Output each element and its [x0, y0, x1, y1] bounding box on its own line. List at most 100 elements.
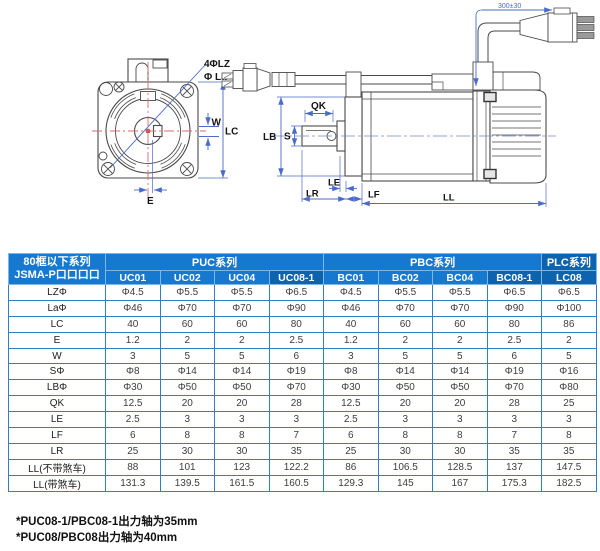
model-header-row: UC01 UC02 UC04 UC08-1 BC01 BC02 BC04 BC0… [9, 270, 597, 285]
row-label: LC [8, 315, 106, 333]
table-cell: 3 [105, 347, 161, 365]
table-row: E 1.2 2 2 2.5 1.2 2 2 2.5 2 [8, 331, 597, 349]
table-cell: 86 [323, 458, 379, 476]
table-cell: Φ50 [159, 379, 215, 397]
table-cell: Φ5.5 [214, 284, 270, 301]
dim-ll-label: LL [443, 193, 455, 204]
label-4phi-lz: 4ΦLZ [204, 59, 230, 70]
table-cell: 80 [268, 315, 325, 333]
row-label: LBΦ [8, 379, 106, 397]
dim-lf-label: LF [368, 190, 380, 201]
table-cell: 5 [159, 347, 215, 365]
row-label: LR [8, 442, 106, 460]
spec-table-body: LZΦ Φ4.5 Φ5.5 Φ5.5 Φ6.5 Φ4.5 Φ5.5 Φ5.5 Φ6.5 Φ6.5 L… [8, 284, 597, 492]
row-label: E [8, 331, 106, 349]
model-uc04: UC04 [214, 270, 270, 285]
table-cell: Φ14 [159, 363, 215, 381]
table-cell: 129.3 [323, 474, 379, 492]
table-cell: 160.5 [268, 474, 325, 492]
table-cell: Φ19 [268, 363, 325, 381]
table-cell: Φ70 [159, 299, 215, 317]
table-cell: 6 [105, 427, 161, 444]
corner-header-line1: 80框以下系列 [23, 256, 91, 268]
table-cell: Φ8 [323, 363, 379, 381]
table-cell: 30 [377, 442, 434, 460]
table-row: LZΦ Φ4.5 Φ5.5 Φ5.5 Φ6.5 Φ4.5 Φ5.5 Φ5.5 Φ6.5 Φ6.5 [8, 284, 597, 301]
table-cell: 1.2 [323, 331, 379, 349]
row-label: LL(带煞车) [8, 474, 106, 492]
footnote-1: *PUC08-1/PBC08-1出力轴为35mm [16, 516, 198, 528]
table-cell: 8 [214, 427, 270, 444]
table-cell: Φ14 [214, 363, 270, 381]
table-cell: 6 [268, 347, 325, 365]
table-row: QK 12.5 20 20 28 12.5 20 20 28 25 [8, 395, 597, 413]
table-cell: 35 [268, 442, 325, 460]
row-label: LZΦ [8, 284, 106, 301]
table-cell: 35 [541, 442, 597, 460]
table-cell: 35 [486, 442, 543, 460]
table-cell: 137 [486, 458, 543, 476]
table-cell: 20 [214, 395, 270, 413]
table-cell: 5 [377, 347, 434, 365]
table-cell: 8 [377, 427, 434, 444]
footnote-2: *PUC08/PBC08出力轴为40mm [16, 531, 178, 544]
table-cell: 2.5 [323, 411, 379, 429]
table-cell: 1.2 [105, 331, 161, 349]
table-cell: Φ14 [377, 363, 434, 381]
table-cell: 128.5 [432, 458, 488, 476]
table-cell: 101 [159, 458, 215, 476]
table-cell: 40 [323, 315, 379, 333]
table-row: LC 40 60 60 80 40 60 60 80 86 [8, 315, 597, 333]
table-cell: Φ50 [432, 379, 488, 397]
dim-cable-label: 300±30 [498, 3, 521, 10]
table-cell: 20 [159, 395, 215, 413]
table-cell: 3 [541, 411, 597, 429]
table-cell: 167 [432, 474, 488, 492]
label-phi-la: Φ La [204, 72, 227, 83]
table-cell: 2 [159, 331, 215, 349]
table-cell: 3 [486, 411, 543, 429]
model-uc01: UC01 [105, 270, 161, 285]
table-cell: Φ8 [105, 363, 161, 381]
table-cell: 123 [214, 458, 270, 476]
table-cell: 30 [159, 442, 215, 460]
table-cell: 2 [432, 331, 488, 349]
table-cell: 3 [323, 347, 379, 365]
table-cell: 2 [377, 331, 434, 349]
table-cell: 12.5 [323, 395, 379, 413]
model-lc08: LC08 [541, 270, 597, 285]
table-cell: 86 [541, 315, 597, 333]
dim-s-label: S [284, 132, 291, 143]
table-cell: 60 [432, 315, 488, 333]
table-cell: 131.3 [105, 474, 161, 492]
table-row: LF 6 8 8 7 6 8 8 7 8 [8, 427, 597, 444]
table-cell: 3 [214, 411, 270, 429]
table-cell: Φ5.5 [377, 284, 434, 301]
leader-line [109, 63, 207, 169]
row-label: QK [8, 395, 106, 413]
table-cell: Φ5.5 [432, 284, 488, 301]
model-uc08-1: UC08-1 [268, 270, 325, 285]
table-cell: 6 [323, 427, 379, 444]
table-cell: Φ6.5 [486, 284, 543, 301]
series-header-row: 80框以下系列 JSMA-P口口口口 PUC系列 PBC系列 PLC系列 [8, 253, 597, 285]
table-cell: 25 [105, 442, 161, 460]
dim-qk-label: QK [311, 101, 327, 112]
table-cell: 40 [105, 315, 161, 333]
table-cell: Φ4.5 [323, 284, 379, 301]
table-cell: 30 [214, 442, 270, 460]
table-cell: Φ46 [105, 299, 161, 317]
table-cell: 2.5 [268, 331, 325, 349]
table-cell: Φ70 [377, 299, 434, 317]
table-cell: Φ70 [432, 299, 488, 317]
series-pbc: PBC系列 [323, 253, 543, 271]
row-label: W [8, 347, 106, 365]
table-cell: Φ14 [432, 363, 488, 381]
shaft-flange [301, 71, 363, 177]
table-cell: 80 [486, 315, 543, 333]
dim-lr-label: LR [306, 189, 319, 200]
table-cell: 2.5 [105, 411, 161, 429]
row-label: LE [8, 411, 106, 429]
table-cell: 8 [159, 427, 215, 444]
